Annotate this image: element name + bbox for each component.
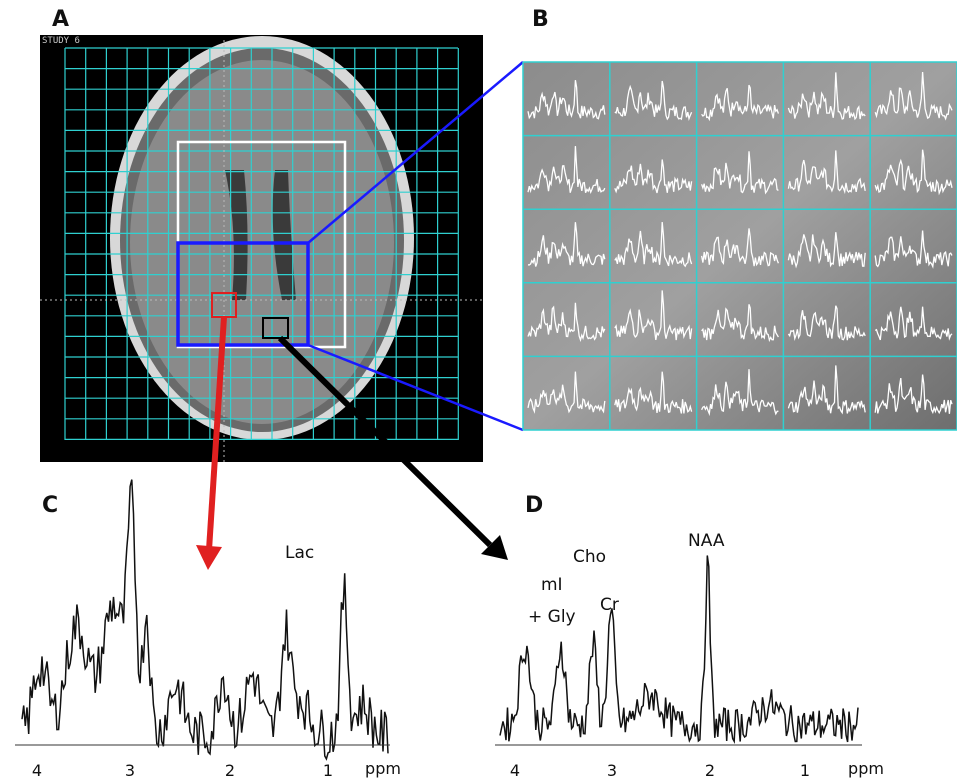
mini-spectrum <box>700 151 779 195</box>
tick-label: 4 <box>32 761 42 780</box>
arrow <box>206 316 227 551</box>
mini-spectrum <box>614 371 693 414</box>
tick-label: 3 <box>607 761 617 780</box>
mini-spectrum <box>787 150 866 195</box>
mini-spectrum <box>874 230 953 269</box>
spectra-grid <box>522 61 957 431</box>
mini-spectrum <box>700 228 780 267</box>
ventricles <box>225 170 296 300</box>
peak-label: NAA <box>688 531 725 551</box>
mini-spectrum <box>787 365 866 415</box>
mini-spectrum <box>874 374 953 415</box>
mini-spectrum <box>874 306 953 341</box>
overlay-text: STUDY 6 <box>42 36 80 46</box>
axis-unit: ppm <box>365 759 401 778</box>
voxel-black <box>262 317 289 339</box>
zoom-box <box>176 241 310 347</box>
mini-spectrum <box>701 84 780 122</box>
peak-label: Cho <box>573 547 606 567</box>
arrow-head <box>481 535 508 560</box>
tick-label: 4 <box>510 761 520 780</box>
tick-label: 2 <box>705 761 715 780</box>
mini-spectrum <box>874 71 953 121</box>
tick-label: 1 <box>323 761 333 780</box>
mini-spectrum <box>614 290 693 341</box>
peak-label: + Gly <box>528 607 576 627</box>
spectrum <box>21 479 389 761</box>
tick-label: 2 <box>225 761 235 780</box>
axis-unit: ppm <box>848 759 884 778</box>
mini-spectrum <box>787 72 866 121</box>
tick-label: 1 <box>800 761 810 780</box>
mini-spectrum <box>527 302 606 343</box>
peak-label: Lac <box>285 543 314 563</box>
mini-spectrum <box>527 222 606 267</box>
mini-spectrum <box>787 305 866 342</box>
mini-spectrum <box>527 146 606 195</box>
mini-spectrum <box>614 80 693 121</box>
mini-spectrum <box>701 369 779 417</box>
panel-label: B <box>532 7 549 32</box>
mini-spectrum <box>614 221 693 268</box>
mini-spectrum <box>874 149 953 196</box>
tick-label: 3 <box>125 761 135 780</box>
mini-spectrum <box>527 371 606 414</box>
spectrum <box>499 555 859 744</box>
arrow-head <box>196 545 222 570</box>
peak-label: mI <box>541 575 563 595</box>
mini-spectrum <box>527 79 606 120</box>
peak-label: Cr <box>600 595 619 615</box>
mini-spectrum <box>787 232 866 269</box>
zoom-line <box>307 343 524 432</box>
mini-spectrum <box>701 304 779 343</box>
arrow <box>277 335 493 548</box>
mrsi-grid <box>64 47 459 440</box>
panel-label: C <box>42 493 58 518</box>
zoom-line <box>307 61 524 244</box>
panel-label: D <box>525 493 543 518</box>
panel-label: A <box>52 7 69 32</box>
mini-spectrum <box>614 159 693 194</box>
zoom-panel <box>523 62 957 430</box>
